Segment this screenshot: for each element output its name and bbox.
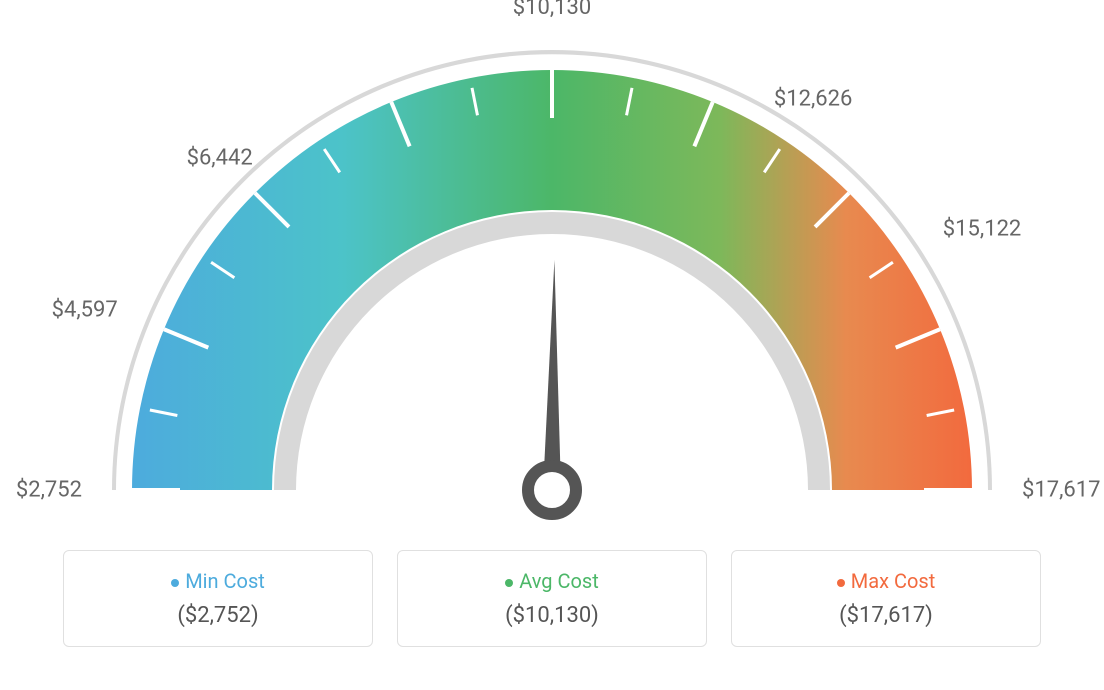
legend-min-text: Min Cost (185, 569, 265, 593)
legend-avg-value: ($10,130) (398, 603, 706, 628)
legend-min-label: Min Cost (64, 569, 372, 593)
gauge-tick-label: $12,626 (774, 87, 853, 112)
legend-min-value: ($2,752) (64, 603, 372, 628)
dot-icon (171, 579, 179, 587)
gauge-tick-label: $4,597 (52, 298, 118, 323)
legend-max-text: Max Cost (851, 569, 936, 593)
gauge-svg (0, 0, 1104, 540)
gauge-chart: $2,752 $4,597 $6,442 $10,130 $12,626 $15,122 $… (0, 0, 1104, 540)
gauge-tick-label: $10,130 (513, 0, 592, 20)
gauge-tick-label: $15,122 (943, 216, 1022, 241)
legend-avg-text: Avg Cost (519, 569, 599, 593)
legend-max-label: Max Cost (732, 569, 1040, 593)
dot-icon (837, 579, 845, 587)
dot-icon (505, 579, 513, 587)
legend-max-value: ($17,617) (732, 603, 1040, 628)
legend-max: Max Cost ($17,617) (731, 550, 1041, 647)
legend-avg-label: Avg Cost (398, 569, 706, 593)
legend-avg: Avg Cost ($10,130) (397, 550, 707, 647)
gauge-tick-label: $6,442 (187, 145, 253, 170)
legend-min: Min Cost ($2,752) (63, 550, 373, 647)
gauge-tick-label: $2,752 (16, 478, 82, 503)
legend-row: Min Cost ($2,752) Avg Cost ($10,130) Max… (0, 550, 1104, 647)
gauge-tick-label: $17,617 (1022, 478, 1101, 503)
